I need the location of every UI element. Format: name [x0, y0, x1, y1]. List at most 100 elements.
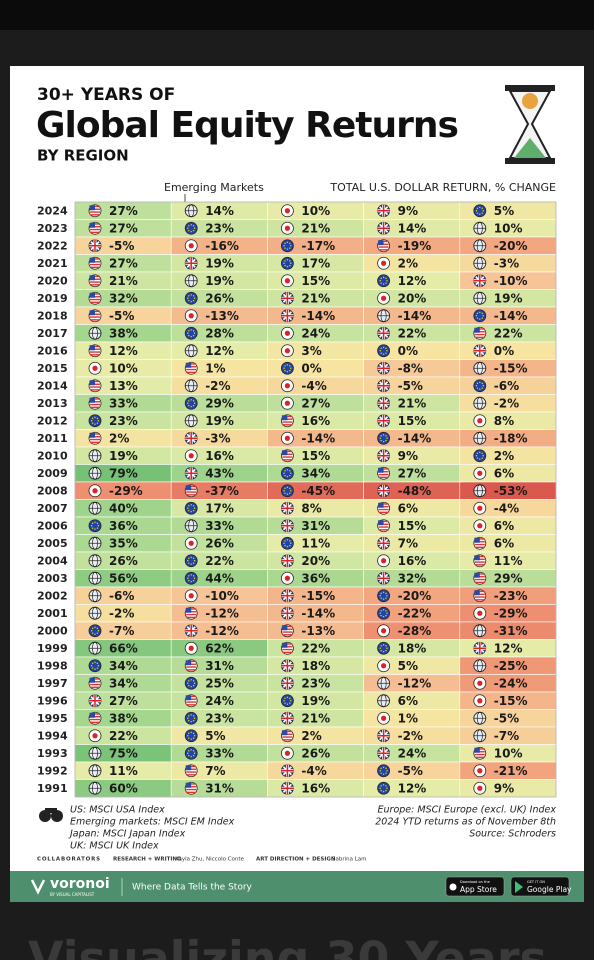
flag-star — [284, 470, 286, 472]
flag-stripe — [90, 263, 100, 266]
flag-star — [479, 213, 481, 215]
flag-icon — [473, 344, 487, 358]
cell-value: -14% — [398, 309, 432, 323]
cell-value: -6% — [494, 379, 519, 393]
credits-names: Kayla Zhu, Niccolo Conte — [175, 857, 245, 863]
flag-canton — [89, 222, 95, 228]
flag-cross — [377, 379, 390, 392]
cell-value: 32% — [109, 291, 138, 305]
flag-icon — [280, 484, 294, 498]
flag-canton — [89, 292, 95, 298]
flag-icon — [473, 414, 487, 428]
flag-star — [187, 682, 189, 684]
flag-star — [286, 370, 289, 373]
flag-star — [290, 542, 292, 544]
flag-star — [382, 591, 385, 594]
flag-icon — [88, 676, 102, 690]
flag-stripe — [474, 333, 485, 336]
cell-value: 33% — [205, 746, 234, 760]
cell-value: 12% — [398, 781, 427, 795]
flag-star — [192, 754, 195, 757]
app-store-badge[interactable]: Download on the App Store — [445, 876, 505, 897]
cell-value: -48% — [398, 484, 432, 498]
flag-dot — [284, 208, 290, 214]
flag-star — [476, 387, 479, 389]
flag-dot — [381, 663, 387, 669]
flag-stripe — [474, 578, 485, 581]
kicker: 30+ YEARS OF — [37, 85, 175, 105]
flag-star — [192, 719, 195, 722]
flag-icon — [280, 309, 294, 323]
flag-star — [192, 684, 195, 687]
flag-star — [188, 330, 190, 332]
flag-star — [192, 557, 195, 560]
cell-value: 27% — [109, 256, 138, 270]
cell-value: -20% — [494, 239, 528, 253]
flag-icon — [184, 326, 198, 340]
flag-icon — [280, 589, 294, 603]
flag-icon — [88, 309, 102, 323]
flag-dot — [284, 750, 290, 756]
flag-stripe — [474, 336, 485, 339]
flag-star — [91, 667, 94, 669]
flag-star — [97, 420, 100, 422]
cell-value: -53% — [494, 484, 528, 498]
flag-cross — [185, 624, 198, 637]
flag-icon — [280, 554, 294, 568]
flag-star — [192, 505, 195, 507]
flag-icon — [377, 536, 391, 550]
flag-bg — [377, 274, 391, 288]
flag-star — [284, 242, 286, 245]
cell-value: -5% — [398, 764, 423, 778]
flag-star — [187, 752, 189, 754]
flag-star — [475, 385, 478, 387]
flag-star — [188, 557, 190, 560]
year: 2002 — [37, 589, 68, 602]
brand-mark — [30, 879, 46, 895]
cell-value: -5% — [109, 239, 134, 253]
flag-icon — [473, 309, 487, 323]
google-play-badge[interactable]: GET IT ON Google Play — [510, 876, 572, 897]
flag-dot — [188, 645, 194, 651]
binoculars-icon — [39, 808, 63, 822]
flag-canton — [378, 467, 384, 473]
flag-star — [192, 225, 195, 227]
cell-value: -12% — [205, 624, 239, 638]
flag-icon — [280, 396, 294, 410]
cell-value: 21% — [301, 291, 330, 305]
cell-value: 23% — [205, 711, 234, 725]
cell-value: -23% — [494, 589, 528, 603]
flag-icon — [473, 746, 487, 760]
flag-stripe — [282, 421, 293, 423]
flag-bg — [473, 379, 487, 393]
cell-value: 2% — [109, 431, 129, 445]
cell-value: 75% — [109, 746, 138, 760]
cell-value: 33% — [205, 519, 234, 533]
cell-value: -13% — [301, 624, 335, 638]
flag-star — [188, 680, 190, 682]
cell-value: 21% — [301, 711, 330, 725]
flag-star — [188, 404, 190, 407]
flag-star — [290, 490, 292, 492]
flag-cross — [281, 519, 294, 532]
flag-icon — [184, 431, 198, 445]
flag-star — [192, 400, 195, 402]
flag-star — [192, 715, 195, 717]
flag-icon — [377, 781, 391, 795]
flag-canton — [281, 625, 288, 631]
flag-star — [289, 247, 291, 249]
flag-star — [284, 702, 286, 704]
cell-value: 14% — [205, 204, 234, 218]
cell-value: 34% — [109, 659, 138, 673]
year: 2015 — [37, 362, 68, 375]
cell-value: -3% — [494, 256, 519, 270]
year: 2014 — [37, 379, 68, 392]
flag-dot — [188, 540, 194, 546]
flag-icon — [473, 256, 487, 270]
flag-icon — [377, 519, 391, 533]
flag-star — [382, 276, 385, 279]
year: 2012 — [37, 414, 68, 427]
cell-value: 27% — [109, 204, 138, 218]
flag-icon — [184, 606, 198, 620]
flag-star — [190, 230, 192, 233]
